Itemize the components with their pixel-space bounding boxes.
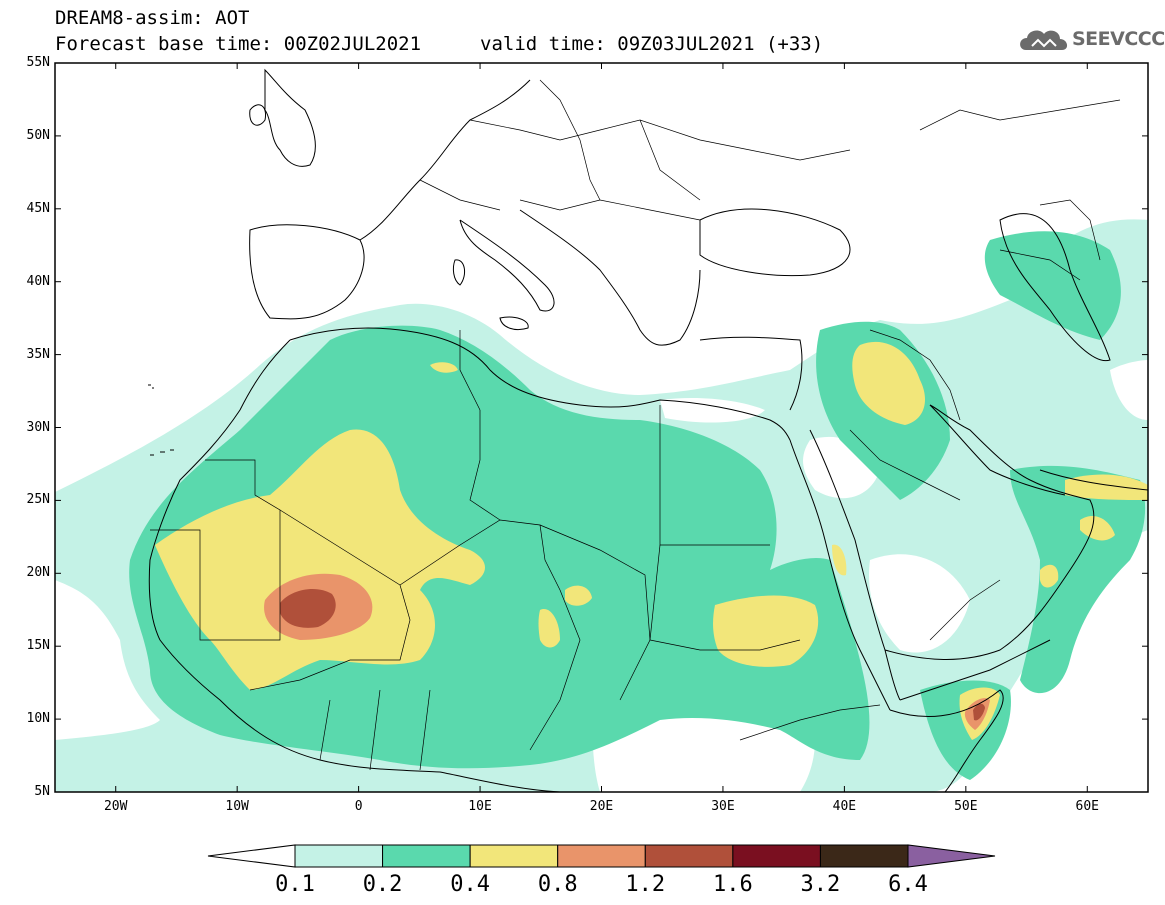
colorbar-level-label: 1.6: [712, 872, 753, 897]
lon-tick-label: 60E: [1075, 799, 1099, 814]
colorbar-level-label: 6.4: [888, 872, 928, 897]
colorbar-under-arrow: [207, 844, 296, 868]
lat-tick-label: 5N: [34, 784, 50, 799]
lon-tick-label: 10E: [468, 799, 492, 814]
forecast-base-time: Forecast base time: 00Z02JUL2021: [55, 33, 422, 55]
lon-tick-label: 0: [354, 799, 363, 814]
lat-tick-label: 20N: [26, 565, 50, 581]
lon-tick-label: 50E: [954, 799, 978, 814]
logo-text: SEEVCCC: [1072, 28, 1165, 50]
lon-tick-label: 20W: [103, 799, 128, 814]
lon-tick-label: 30E: [711, 799, 735, 814]
lat-tick-label: 30N: [26, 419, 50, 435]
lat-tick-label: 45N: [26, 200, 50, 216]
colorbar: [207, 844, 996, 868]
cloud-icon: [1020, 30, 1068, 50]
lat-tick-label: 25N: [26, 492, 50, 508]
lat-tick-label: 40N: [26, 273, 50, 289]
colorbar-over-arrow: [907, 844, 996, 868]
colorbar-box: [382, 844, 471, 868]
axis-ticks: [55, 62, 1148, 793]
aot-field: [55, 219, 1148, 792]
colorbar-level-label: 1.2: [625, 872, 666, 897]
aot-band-1-2: [280, 588, 985, 721]
lat-tick-label: 10N: [26, 711, 50, 727]
lon-tick-label: 40E: [832, 799, 857, 814]
colorbar-box: [294, 844, 384, 868]
colorbar-box: [469, 844, 559, 868]
lat-tick-label: 15N: [26, 638, 50, 654]
valid-time: valid time: 09Z03JUL2021 (+33): [480, 33, 824, 55]
lat-tick-label: 50N: [26, 127, 50, 143]
borders: [150, 79, 1121, 771]
lon-tick-label: 20E: [589, 799, 614, 814]
coastlines: [148, 68, 1148, 792]
colorbar-level-label: 0.2: [362, 872, 403, 897]
colorbar-box: [819, 844, 909, 868]
colorbar-level-label: 0.1: [275, 872, 315, 897]
lat-tick-label: 35N: [26, 346, 50, 362]
map-title: DREAM8-assim: AOT: [55, 7, 250, 29]
colorbar-box: [644, 844, 734, 868]
colorbar-box: [732, 844, 821, 868]
colorbar-box: [557, 844, 646, 868]
colorbar-level-label: 3.2: [800, 872, 841, 897]
colorbar-level-label: 0.8: [537, 872, 578, 897]
colorbar-level-label: 0.4: [450, 872, 491, 897]
lon-tick-label: 10W: [225, 799, 249, 814]
lat-tick-label: 55N: [26, 55, 50, 70]
